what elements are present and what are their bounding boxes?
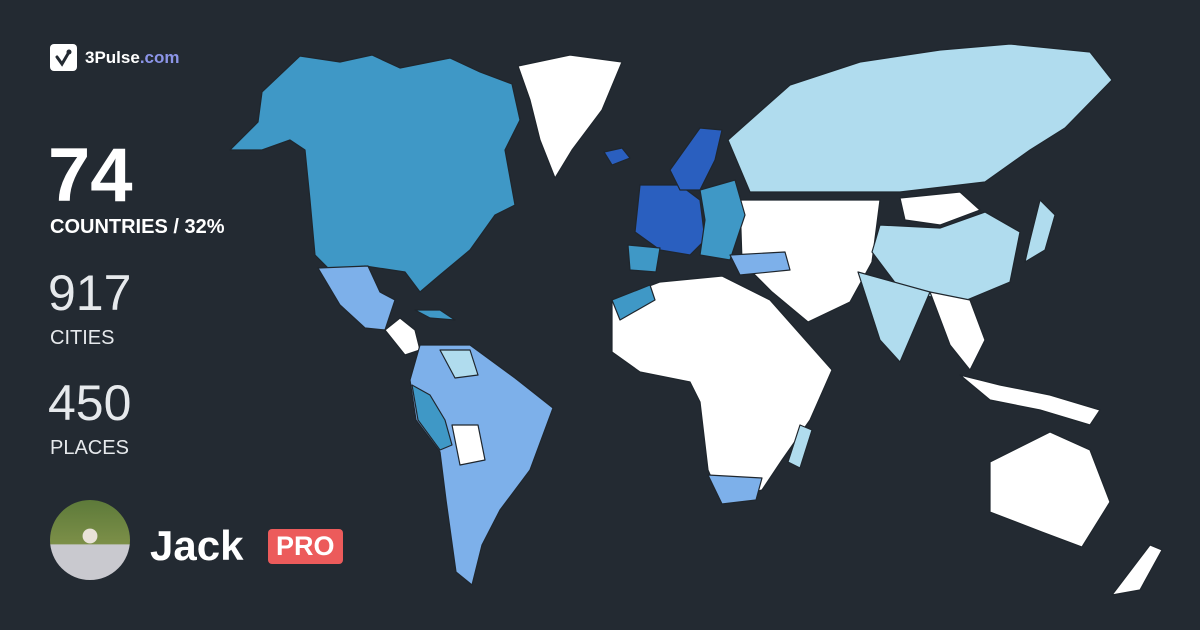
region-western-europe[interactable] xyxy=(634,184,706,256)
countries-count: 74 xyxy=(48,133,133,218)
places-count: 450 xyxy=(48,375,132,431)
region-russia[interactable] xyxy=(727,43,1113,193)
region-japan[interactable] xyxy=(1024,199,1056,263)
region-mexico[interactable] xyxy=(317,265,396,331)
region-india[interactable] xyxy=(857,271,931,363)
region-australia[interactable] xyxy=(989,431,1111,548)
region-new-zealand[interactable] xyxy=(1111,544,1163,596)
region-bolivia[interactable] xyxy=(451,424,486,466)
region-scandinavia[interactable] xyxy=(669,127,723,191)
region-turkey[interactable] xyxy=(729,251,791,276)
avatar xyxy=(50,500,130,580)
region-southeast-asia[interactable] xyxy=(929,291,986,371)
brand-name: 3Pulse xyxy=(85,47,140,67)
region-indonesia[interactable] xyxy=(959,374,1101,426)
region-greenland[interactable] xyxy=(517,54,623,179)
cities-label: CITIES xyxy=(50,327,115,349)
cities-count: 917 xyxy=(48,265,132,321)
region-mongolia[interactable] xyxy=(899,191,981,226)
user-name: Jack xyxy=(150,522,244,569)
brand-domain: .com xyxy=(139,47,180,67)
brand-logo[interactable]: 3Pulse.com xyxy=(50,44,180,71)
region-cuba[interactable] xyxy=(414,309,456,321)
pro-badge: PRO xyxy=(268,529,343,564)
region-peru[interactable] xyxy=(411,384,453,451)
region-africa[interactable] xyxy=(611,275,833,503)
region-spain[interactable] xyxy=(627,244,661,273)
region-eastern-europe[interactable] xyxy=(699,179,746,261)
region-china[interactable] xyxy=(871,211,1021,303)
region-south-america[interactable] xyxy=(409,344,554,586)
region-central-america[interactable] xyxy=(384,317,421,356)
checkmark-pulse-icon xyxy=(50,44,77,71)
countries-label: COUNTRIES / 32% xyxy=(50,216,225,238)
places-label: PLACES xyxy=(50,437,129,459)
region-venezuela[interactable] xyxy=(439,349,479,379)
region-morocco[interactable] xyxy=(611,284,656,321)
region-south-africa[interactable] xyxy=(707,474,763,505)
region-madagascar[interactable] xyxy=(787,424,813,469)
region-canada-usa[interactable] xyxy=(229,54,521,293)
region-iceland[interactable] xyxy=(603,147,631,166)
